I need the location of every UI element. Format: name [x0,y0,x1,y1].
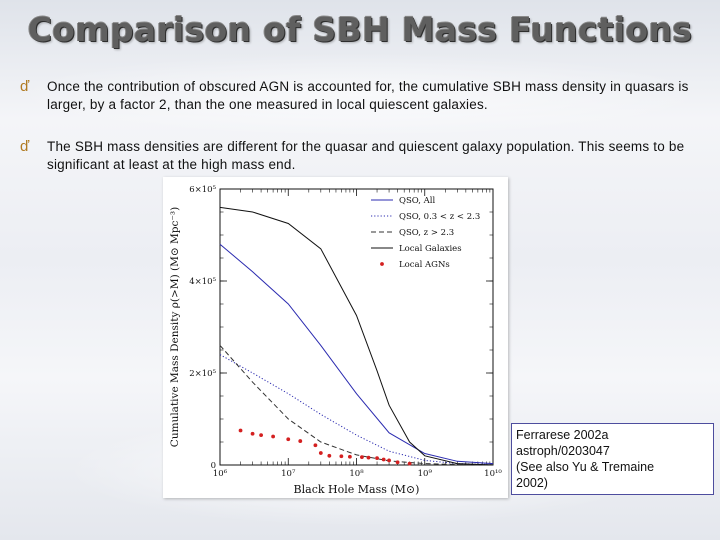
local-agn-point [360,455,364,460]
local-agn-point [339,454,344,459]
local-agn-point [327,453,332,458]
local-agn-point [366,455,371,460]
legend-label: QSO, All [399,196,436,206]
local-agn-point [395,460,400,465]
legend-label: Local Galaxies [399,244,462,254]
local-agn-point [318,451,323,455]
local-agn-point [286,437,291,442]
bullet-glyph-icon: ď [20,78,30,95]
x-tick-label: 10¹⁰ [484,469,502,479]
local-agn-point [407,461,412,466]
chart-svg: 10⁶ 10⁷ 10⁸ 10⁹ 10¹⁰ 0 2×10⁵ 4×10⁵ 6×10⁵ Black Ho… [169,185,502,496]
local-agn-point [259,433,263,437]
local-agn-point [250,431,255,436]
mass-density-chart: 10⁶ 10⁷ 10⁸ 10⁹ 10¹⁰ 0 2×10⁵ 4×10⁵ 6×10⁵ Black Ho… [163,177,508,498]
legend-label: QSO, 0.3 < z < 2.3 [399,212,480,222]
local-agn-point [313,443,318,448]
legend-label: QSO, z > 2.3 [399,228,454,238]
local-agn-point [387,458,391,463]
series-line-0 [219,243,494,465]
reference-line-2: astroph/0203047 [516,444,610,458]
series-line-2 [219,345,494,466]
y-tick-label: 4×10⁵ [189,277,216,287]
slide-title: Comparison of SBH Mass Functions [27,10,693,49]
reference-line-1: Ferrarese 2002a [516,428,609,442]
reference-line-4: 2002) [516,476,548,490]
x-tick-label: 10⁷ [281,469,296,479]
local-agn-point [375,456,379,460]
x-axis-label: Black Hole Mass (M⊙) [294,483,420,496]
bullet-text-2: The SBH mass densities are different for… [47,139,685,172]
y-axis-label: Cumulative Mass Density ρ(>M) (M⊙ Mpc⁻³) [169,207,181,447]
local-agn-point [347,454,352,459]
x-tick-label: 10⁸ [349,469,364,479]
series-line-3 [219,206,494,466]
legend-label: Local AGNs [399,260,450,270]
x-tick-label: 10⁶ [213,469,228,479]
reference-box: Ferrarese 2002a astroph/0203047 (See als… [511,423,714,495]
y-tick-label: 0 [211,461,216,471]
x-tick-label: 10⁹ [418,469,433,479]
local-agn-point [381,457,386,462]
bullet-glyph-icon: ď [20,138,30,155]
local-agn-point [298,439,303,443]
series-line-1 [219,354,494,465]
local-agn-point [238,428,243,433]
local-agn-point [271,434,276,439]
legend-marker [380,262,384,266]
y-tick-label: 2×10⁵ [189,369,216,379]
bullet-text-1: Once the contribution of obscured AGN is… [47,79,689,112]
y-tick-label: 6×10⁵ [189,185,216,195]
reference-line-3: (See also Yu & Tremaine [516,460,655,474]
